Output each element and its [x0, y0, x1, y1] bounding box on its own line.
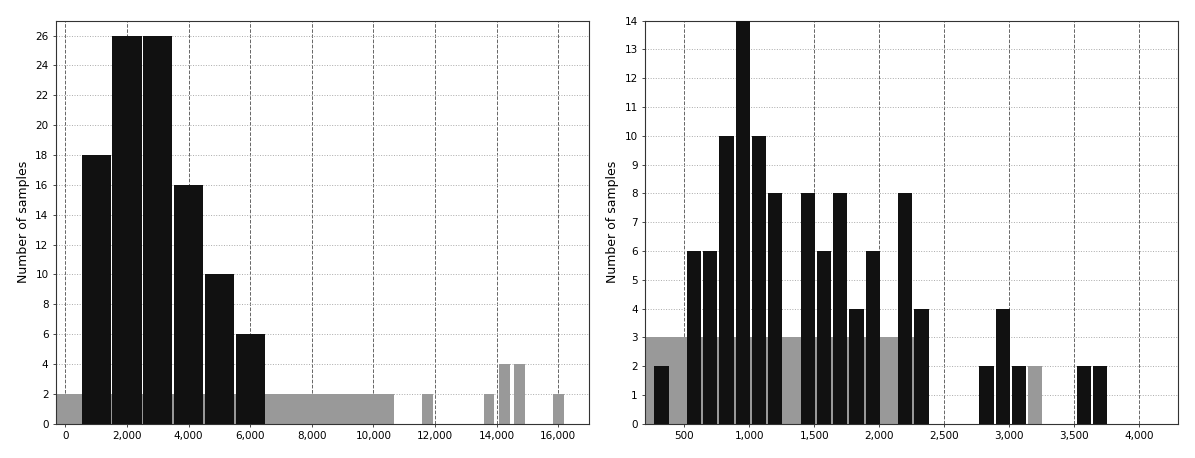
Bar: [1012, 366, 1027, 424]
Bar: [719, 136, 734, 424]
Bar: [833, 193, 847, 424]
Bar: [600, 338, 918, 424]
Bar: [865, 251, 880, 424]
Bar: [30, 394, 393, 424]
Bar: [500, 364, 510, 424]
Bar: [112, 36, 142, 424]
Bar: [995, 309, 1010, 424]
Bar: [422, 394, 433, 424]
Bar: [1028, 366, 1042, 424]
Bar: [81, 155, 111, 424]
Bar: [375, 394, 386, 424]
Bar: [687, 251, 701, 424]
Bar: [361, 394, 372, 424]
Bar: [736, 21, 750, 424]
Bar: [306, 394, 317, 424]
Y-axis label: Number of samples: Number of samples: [17, 161, 30, 284]
Bar: [980, 395, 994, 424]
Bar: [235, 334, 265, 424]
Bar: [752, 136, 766, 424]
Bar: [850, 309, 864, 424]
Y-axis label: Number of samples: Number of samples: [606, 161, 619, 284]
Bar: [703, 251, 717, 424]
Bar: [174, 185, 203, 424]
Bar: [817, 251, 832, 424]
Bar: [204, 274, 234, 424]
Bar: [143, 36, 172, 424]
Bar: [899, 193, 913, 424]
Bar: [655, 366, 669, 424]
Bar: [553, 394, 564, 424]
Bar: [768, 193, 783, 424]
Bar: [980, 366, 994, 424]
Bar: [914, 309, 929, 424]
Bar: [514, 364, 526, 424]
Bar: [484, 394, 495, 424]
Bar: [1077, 366, 1091, 424]
Bar: [801, 193, 815, 424]
Bar: [1093, 366, 1108, 424]
